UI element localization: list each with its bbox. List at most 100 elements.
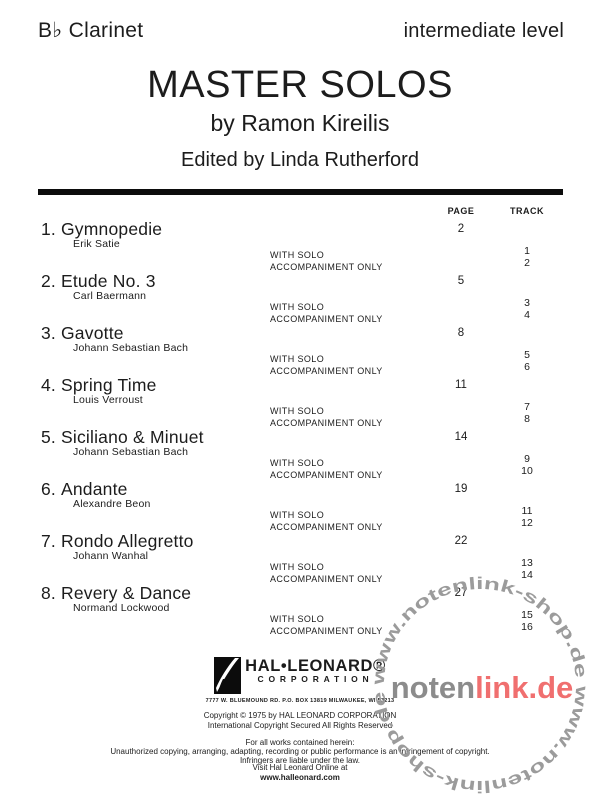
toc-entry: 8. Revery & Dance Normand Lockwood 27 WIT… [0, 583, 600, 636]
entry-composer: Johann Wanhal [73, 550, 149, 562]
entry-number: 3. [41, 323, 56, 343]
entry-page-number: 14 [454, 431, 468, 443]
with-solo-track-number: 11 [521, 505, 533, 517]
accompaniment-track-number: 2 [524, 256, 530, 269]
entry-title: 3. Gavotte [41, 323, 124, 344]
entry-number: 5. [41, 427, 56, 447]
entry-page-number: 2 [457, 223, 465, 235]
column-header-page: PAGE [447, 206, 475, 216]
entry-tracks: WITH SOLO 9 ACCOMPANIMENT ONLY 10 [270, 453, 550, 480]
entry-title-text: Rondo Allegretto [61, 531, 194, 551]
publisher-logo-text: HAL•LEONARD® CORPORATION [245, 657, 386, 684]
entry-number: 7. [41, 531, 56, 551]
entry-composer: Johann Sebastian Bach [73, 446, 189, 458]
accompaniment-only-label: ACCOMPANIMENT ONLY [270, 261, 383, 272]
entry-tracks: WITH SOLO 5 ACCOMPANIMENT ONLY 6 [270, 349, 550, 376]
with-solo-track-number: 7 [524, 401, 530, 413]
with-solo-track-number: 15 [521, 609, 533, 621]
entry-tracks: WITH SOLO 3 ACCOMPANIMENT ONLY 4 [270, 297, 550, 324]
entry-title: 2. Etude No. 3 [41, 271, 156, 292]
copyright-block: Copyright © 1975 by HAL LEONARD CORPORAT… [0, 711, 600, 730]
toc-entry: 2. Etude No. 3 Carl Baermann 5 WITH SOLO 3… [0, 271, 600, 324]
accompaniment-only-label: ACCOMPANIMENT ONLY [270, 625, 383, 636]
toc-entry: 7. Rondo Allegretto Johann Wanhal 22 WITH… [0, 531, 600, 584]
column-header-track: TRACK [510, 206, 544, 216]
toc-entry: 3. Gavotte Johann Sebastian Bach 8 WITH S… [0, 323, 600, 376]
entry-composer: Louis Verroust [73, 394, 143, 406]
accompaniment-only-label: ACCOMPANIMENT ONLY [270, 521, 383, 532]
accompaniment-track-number: 14 [521, 568, 533, 581]
notice-line-2: Unauthorized copying, arranging, adaptin… [110, 747, 490, 756]
entry-tracks: WITH SOLO 11 ACCOMPANIMENT ONLY 12 [270, 505, 550, 532]
visit-line: Visit Hal Leonard Online at [252, 763, 348, 772]
toc-entry: 1. Gymnopedie Erik Satie 2 WITH SOLO 1 ACC… [0, 219, 600, 272]
level-label: intermediate level [403, 20, 564, 42]
entry-composer: Alexandre Beon [73, 498, 151, 510]
with-solo-label: WITH SOLO [270, 562, 325, 572]
publisher-logo: HAL•LEONARD® CORPORATION [0, 657, 600, 694]
accompaniment-track-number: 10 [521, 464, 533, 477]
entry-composer: Johann Sebastian Bach [73, 342, 189, 354]
entry-page-number: 19 [454, 483, 468, 495]
entry-page-number: 22 [454, 535, 468, 547]
instrument-label: B♭ Clarinet [38, 19, 144, 42]
with-solo-track-number: 1 [524, 245, 530, 257]
entry-number: 1. [41, 219, 56, 239]
toc-entry: 4. Spring Time Louis Verroust 11 WITH SOL… [0, 375, 600, 428]
accompaniment-only-label: ACCOMPANIMENT ONLY [270, 417, 383, 428]
accompaniment-only-label: ACCOMPANIMENT ONLY [270, 469, 383, 480]
table-of-contents: 1. Gymnopedie Erik Satie 2 WITH SOLO 1 ACC… [0, 219, 600, 636]
publisher-address: 7777 W. BLUEMOUND RD. P.O. BOX 13819 MIL… [205, 698, 395, 704]
entry-page-number: 11 [455, 379, 467, 391]
accompaniment-track-number: 6 [524, 360, 530, 373]
entry-title-text: Gymnopedie [61, 219, 163, 239]
publisher-website: www.halleonard.com [260, 772, 340, 782]
page-title: MASTER SOLOS [147, 64, 453, 106]
entry-title-text: Etude No. 3 [61, 271, 156, 291]
accompaniment-only-label: ACCOMPANIMENT ONLY [270, 573, 383, 584]
entry-composer: Normand Lockwood [73, 602, 170, 614]
with-solo-label: WITH SOLO [270, 614, 325, 624]
entry-title: 7. Rondo Allegretto [41, 531, 194, 552]
entry-title: 5. Siciliano & Minuet [41, 427, 204, 448]
accompaniment-only-label: ACCOMPANIMENT ONLY [270, 365, 383, 376]
toc-entry: 5. Siciliano & Minuet Johann Sebastian Ba… [0, 427, 600, 480]
publisher-name: HAL•LEONARD® [245, 657, 386, 675]
entry-title: 4. Spring Time [41, 375, 157, 396]
entry-title: 8. Revery & Dance [41, 583, 191, 604]
with-solo-label: WITH SOLO [270, 354, 325, 364]
legal-notice-block: For all works contained herein: Unauthor… [0, 738, 600, 765]
entry-title-text: Andante [61, 479, 128, 499]
hal-leonard-logo-icon [214, 657, 242, 694]
with-solo-label: WITH SOLO [270, 458, 325, 468]
entry-tracks: WITH SOLO 1 ACCOMPANIMENT ONLY 2 [270, 245, 550, 272]
divider-rule [38, 189, 563, 195]
toc-entry: 6. Andante Alexandre Beon 19 WITH SOLO 11 … [0, 479, 600, 532]
entry-composer: Erik Satie [73, 238, 120, 250]
entry-number: 4. [41, 375, 56, 395]
accompaniment-track-number: 16 [521, 620, 533, 633]
entry-tracks: WITH SOLO 7 ACCOMPANIMENT ONLY 8 [270, 401, 550, 428]
entry-tracks: WITH SOLO 15 ACCOMPANIMENT ONLY 16 [270, 609, 550, 636]
with-solo-track-number: 13 [521, 557, 533, 569]
copyright-line-1: Copyright © 1975 by HAL LEONARD CORPORAT… [203, 711, 397, 720]
entry-page-number: 8 [457, 327, 465, 339]
with-solo-label: WITH SOLO [270, 250, 325, 260]
with-solo-label: WITH SOLO [270, 510, 325, 520]
publisher-subtitle: CORPORATION [257, 674, 374, 684]
entry-title-text: Spring Time [61, 375, 157, 395]
with-solo-label: WITH SOLO [270, 406, 325, 416]
entry-composer: Carl Baermann [73, 290, 147, 302]
notice-line-3: Infringers are liable under the law. [239, 756, 361, 765]
entry-number: 2. [41, 271, 56, 291]
with-solo-label: WITH SOLO [270, 302, 325, 312]
entry-title-text: Revery & Dance [61, 583, 192, 603]
with-solo-track-number: 5 [524, 349, 530, 361]
entry-title-text: Siciliano & Minuet [61, 427, 204, 447]
visit-block: Visit Hal Leonard Online at www.halleona… [0, 763, 600, 782]
entry-title-text: Gavotte [61, 323, 124, 343]
entry-page-number: 27 [454, 587, 468, 599]
accompaniment-track-number: 8 [524, 412, 530, 425]
entry-number: 8. [41, 583, 56, 603]
author-line: by Ramon Kireilis [210, 110, 390, 136]
